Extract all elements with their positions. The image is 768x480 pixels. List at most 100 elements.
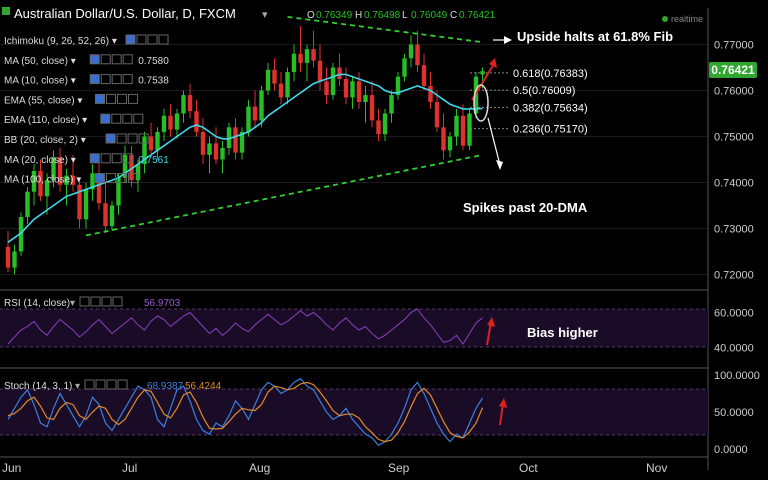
- settings-box-icon[interactable]: [122, 74, 133, 85]
- candle-body[interactable]: [64, 175, 69, 185]
- candle-body[interactable]: [434, 102, 440, 128]
- candle-body[interactable]: [96, 173, 102, 204]
- settings-box-icon[interactable]: [138, 133, 149, 144]
- settings-box-icon[interactable]: [100, 74, 111, 85]
- candle-body[interactable]: [148, 136, 154, 151]
- settings-box-icon[interactable]: [117, 93, 127, 104]
- candle-body[interactable]: [90, 173, 95, 190]
- candle-body[interactable]: [187, 95, 193, 112]
- candle-body[interactable]: [311, 49, 316, 61]
- candle-body[interactable]: [207, 143, 212, 155]
- indicator-row[interactable]: EMA (110, close) ▾: [4, 113, 144, 126]
- candle-body[interactable]: [356, 81, 362, 102]
- candle-body[interactable]: [480, 71, 485, 75]
- candle-body[interactable]: [460, 115, 466, 146]
- candle-body[interactable]: [363, 95, 368, 102]
- candle-body[interactable]: [83, 189, 89, 220]
- candle-body[interactable]: [252, 106, 258, 121]
- candle-body[interactable]: [12, 251, 17, 268]
- settings-box-icon[interactable]: [100, 153, 111, 164]
- candle-body[interactable]: [18, 217, 24, 252]
- candle-body[interactable]: [25, 191, 30, 217]
- eye-toggle-icon[interactable]: [95, 93, 105, 104]
- candle-body[interactable]: [428, 85, 433, 102]
- indicator-row[interactable]: BB (20, close, 2) ▾: [4, 133, 149, 146]
- candle-body[interactable]: [389, 95, 394, 114]
- candle-body[interactable]: [376, 120, 381, 135]
- candle-body[interactable]: [174, 113, 180, 130]
- candle-body[interactable]: [415, 44, 420, 66]
- candle-body[interactable]: [5, 246, 11, 268]
- eye-toggle-icon[interactable]: [89, 54, 100, 65]
- indicator-row[interactable]: Ichimoku (9, 26, 52, 26) ▾: [4, 34, 169, 47]
- candle-body[interactable]: [38, 171, 43, 197]
- time-axis[interactable]: Jun Jul Aug Sep Oct Nov: [0, 456, 708, 475]
- candle-body[interactable]: [220, 148, 225, 160]
- indicator-row[interactable]: MA (10, close) ▾ 0.7538: [4, 74, 169, 87]
- candle-body[interactable]: [343, 79, 349, 98]
- candle-body[interactable]: [194, 111, 199, 132]
- settings-box-icon[interactable]: [158, 34, 169, 45]
- candle-body[interactable]: [44, 180, 50, 197]
- candle-body[interactable]: [337, 67, 342, 80]
- indicator-row[interactable]: MA (20, close) ▾ 0.7561: [4, 153, 169, 166]
- dropdown-icon[interactable]: ▾: [262, 9, 268, 21]
- settings-box-icon[interactable]: [122, 153, 133, 164]
- candle-body[interactable]: [116, 177, 121, 206]
- candle-body[interactable]: [77, 184, 82, 220]
- candlesticks[interactable]: [5, 26, 485, 275]
- candle-body[interactable]: [382, 113, 388, 135]
- candle-body[interactable]: [31, 171, 37, 192]
- eye-toggle-icon[interactable]: [125, 34, 136, 45]
- rsi-controls[interactable]: [79, 296, 123, 307]
- candle-body[interactable]: [369, 95, 375, 121]
- candle-body[interactable]: [200, 131, 206, 155]
- rsi-panel[interactable]: 60.0000 40.0000: [0, 289, 754, 355]
- settings-box-icon[interactable]: [111, 153, 122, 164]
- candle-body[interactable]: [272, 69, 277, 84]
- settings-box-icon[interactable]: [128, 173, 138, 184]
- candle-body[interactable]: [285, 72, 290, 98]
- candle-body[interactable]: [57, 157, 63, 185]
- candle-body[interactable]: [233, 127, 238, 153]
- settings-box-icon[interactable]: [127, 133, 138, 144]
- settings-box-icon[interactable]: [111, 113, 122, 124]
- indicator-row[interactable]: MA (50, close) ▾ 0.7580: [4, 54, 169, 67]
- eye-toggle-icon[interactable]: [95, 173, 105, 184]
- candle-body[interactable]: [317, 60, 323, 82]
- settings-box-icon[interactable]: [147, 34, 158, 45]
- candle-body[interactable]: [421, 65, 427, 86]
- stoch-panel[interactable]: 100.0000 50.0000 0.0000: [0, 367, 760, 456]
- stoch-dropdown-icon[interactable]: ▾: [75, 381, 80, 392]
- candle-body[interactable]: [467, 113, 472, 146]
- settings-box-icon[interactable]: [106, 173, 116, 184]
- candle-body[interactable]: [168, 115, 173, 130]
- candle-body[interactable]: [129, 154, 134, 181]
- settings-box-icon[interactable]: [122, 113, 133, 124]
- candle-body[interactable]: [246, 106, 251, 132]
- candle-body[interactable]: [239, 131, 245, 153]
- candle-body[interactable]: [454, 115, 459, 137]
- candle-body[interactable]: [181, 95, 186, 114]
- main-price-panel[interactable]: 0.618(0.76383) 0.5(0.76009) 0.382(0.75634)…: [0, 16, 708, 275]
- rsi-dropdown-icon[interactable]: ▾: [70, 298, 75, 309]
- candle-body[interactable]: [213, 143, 219, 160]
- candle-body[interactable]: [259, 90, 264, 121]
- candle-body[interactable]: [298, 53, 303, 63]
- candle-body[interactable]: [135, 164, 141, 181]
- candle-body[interactable]: [70, 175, 76, 185]
- candle-body[interactable]: [408, 44, 414, 59]
- eye-toggle-icon[interactable]: [105, 133, 116, 144]
- candle-body[interactable]: [155, 131, 160, 151]
- candle-body[interactable]: [278, 83, 284, 98]
- settings-box-icon[interactable]: [133, 113, 144, 124]
- candle-body[interactable]: [161, 115, 167, 132]
- eye-toggle-icon[interactable]: [100, 113, 111, 124]
- candle-body[interactable]: [447, 136, 453, 151]
- candle-body[interactable]: [324, 81, 329, 96]
- price-axis[interactable]: 0.77000 0.76000 0.75000 0.74000 0.73000 0.720…: [707, 8, 757, 470]
- eye-toggle-icon[interactable]: [89, 74, 100, 85]
- candle-body[interactable]: [109, 205, 115, 227]
- eye-toggle-icon[interactable]: [89, 153, 100, 164]
- candle-body[interactable]: [395, 76, 401, 96]
